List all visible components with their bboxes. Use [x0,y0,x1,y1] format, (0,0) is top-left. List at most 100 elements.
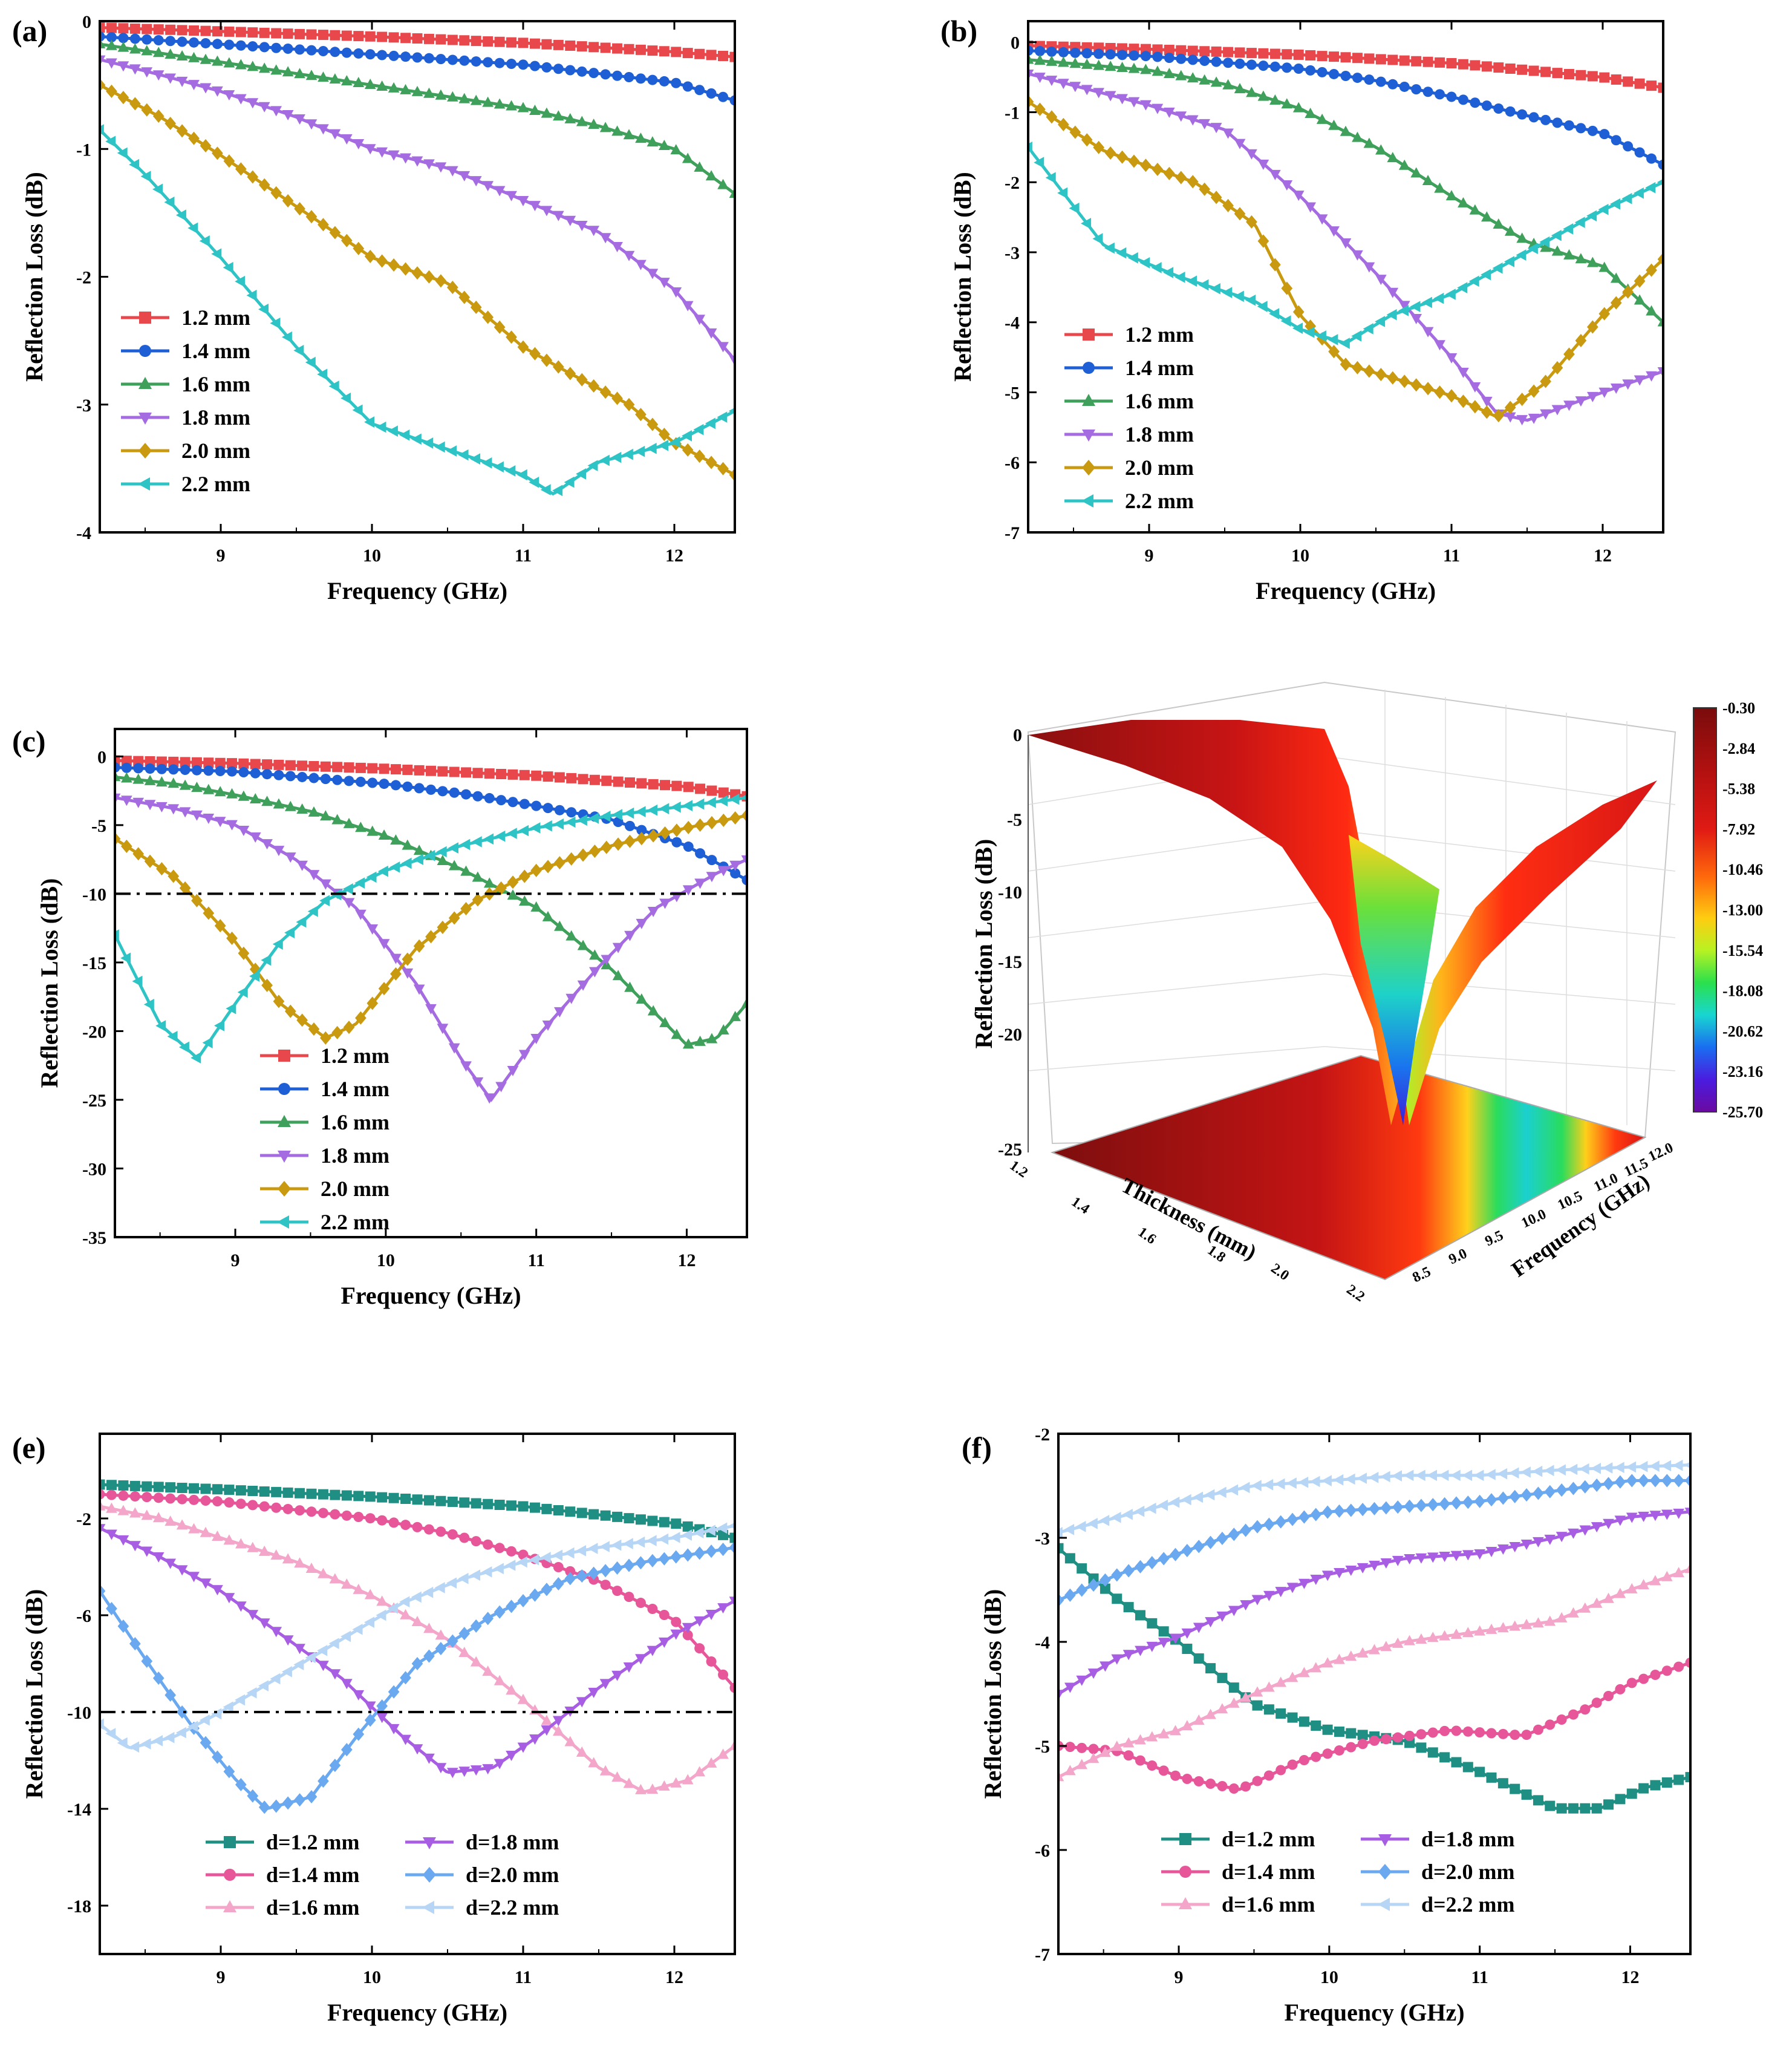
data-point [1646,305,1657,316]
data-point [1064,1742,1075,1753]
data-point [270,1549,282,1560]
data-point [1510,1730,1520,1740]
data-point [425,849,435,861]
data-point [1462,1469,1473,1482]
y-tick-label: 0 [97,747,106,767]
plot-frame [99,1433,736,1955]
data-point [601,955,613,966]
data-point [552,1577,564,1591]
data-point [471,836,482,848]
data-point [1387,371,1399,385]
data-point [436,846,447,858]
data-point [175,1727,186,1739]
data-point [541,1583,553,1596]
data-point [1532,1465,1543,1477]
data-point [343,898,355,909]
legend-item: 1.2 mm [121,306,250,330]
legend-item: d=1.6 mm [206,1895,360,1920]
data-point [1540,409,1551,420]
data-point [494,1759,506,1770]
data-point [647,829,659,843]
data-point [718,787,729,798]
y-tick-label: -15 [82,953,106,973]
data-point [682,885,694,896]
data-point [273,798,285,809]
data-point [1392,1637,1404,1648]
y-tick-label: -6 [1035,1841,1050,1861]
data-point [542,771,553,782]
data-point [1234,47,1245,58]
data-point [117,61,129,72]
data-point [683,841,694,852]
legend-marker [223,1900,236,1912]
data-point [270,317,281,329]
data-point [340,234,353,247]
data-point [364,416,375,428]
data-point [1135,1645,1146,1656]
data-point [1251,1520,1263,1534]
data-point [203,783,215,794]
data-point [1286,1512,1298,1526]
data-point [282,1487,293,1498]
data-point [355,776,366,787]
data-point [588,1687,600,1698]
data-point [1375,275,1387,286]
data-point [164,196,175,208]
data-point [223,1701,233,1713]
data-point [659,826,671,840]
data-point [271,42,282,53]
y-tick-label: -25 [82,1091,106,1111]
data-point [121,839,132,854]
data-point [671,780,682,791]
data-point [353,77,365,88]
data-point [635,1556,647,1570]
data-point [1598,387,1611,398]
data-point [117,1619,129,1633]
data-point [215,766,226,777]
data-point [247,170,259,184]
data-point [165,1688,177,1702]
data-point [223,261,233,273]
data-point [1081,218,1092,229]
data-point [187,1721,198,1733]
data-point [612,970,624,981]
data-point [258,1545,270,1556]
data-point [295,44,305,55]
data-point [530,901,542,912]
data-point [118,1490,129,1501]
data-point [156,763,167,774]
data-point [223,1593,235,1604]
data-point [1486,1728,1497,1739]
data-point [694,85,705,96]
data-point [670,436,680,448]
thickness-tick: 2.2 [1344,1282,1367,1306]
data-point [1163,68,1175,79]
data-point [294,68,305,79]
data-point [705,1524,715,1537]
legend-label: d=1.8 mm [466,1830,559,1854]
data-point [402,952,414,966]
data-point [1458,367,1469,378]
data-point [1685,1657,1690,1668]
data-point [142,1481,152,1492]
data-point [706,855,717,866]
data-point [717,1024,729,1034]
data-point [1404,1635,1415,1645]
data-point [293,1659,304,1671]
z-tick-labels: 0 -5 -10 -15 -20 -25 [998,725,1022,1160]
data-point [1352,131,1363,142]
data-point [258,1680,269,1692]
data-point [235,40,246,51]
data-point [189,1483,200,1494]
data-point [435,1495,446,1506]
legend-item: 1.4 mm [1064,356,1194,380]
legend-label: 2.2 mm [321,1210,389,1234]
data-point [203,757,214,768]
data-point [1069,57,1081,68]
data-point [460,865,472,876]
data-point [353,241,365,255]
data-point [1568,1803,1579,1814]
data-point [446,1577,457,1589]
data-point [694,1546,706,1560]
y-tick-label: -30 [82,1159,106,1179]
